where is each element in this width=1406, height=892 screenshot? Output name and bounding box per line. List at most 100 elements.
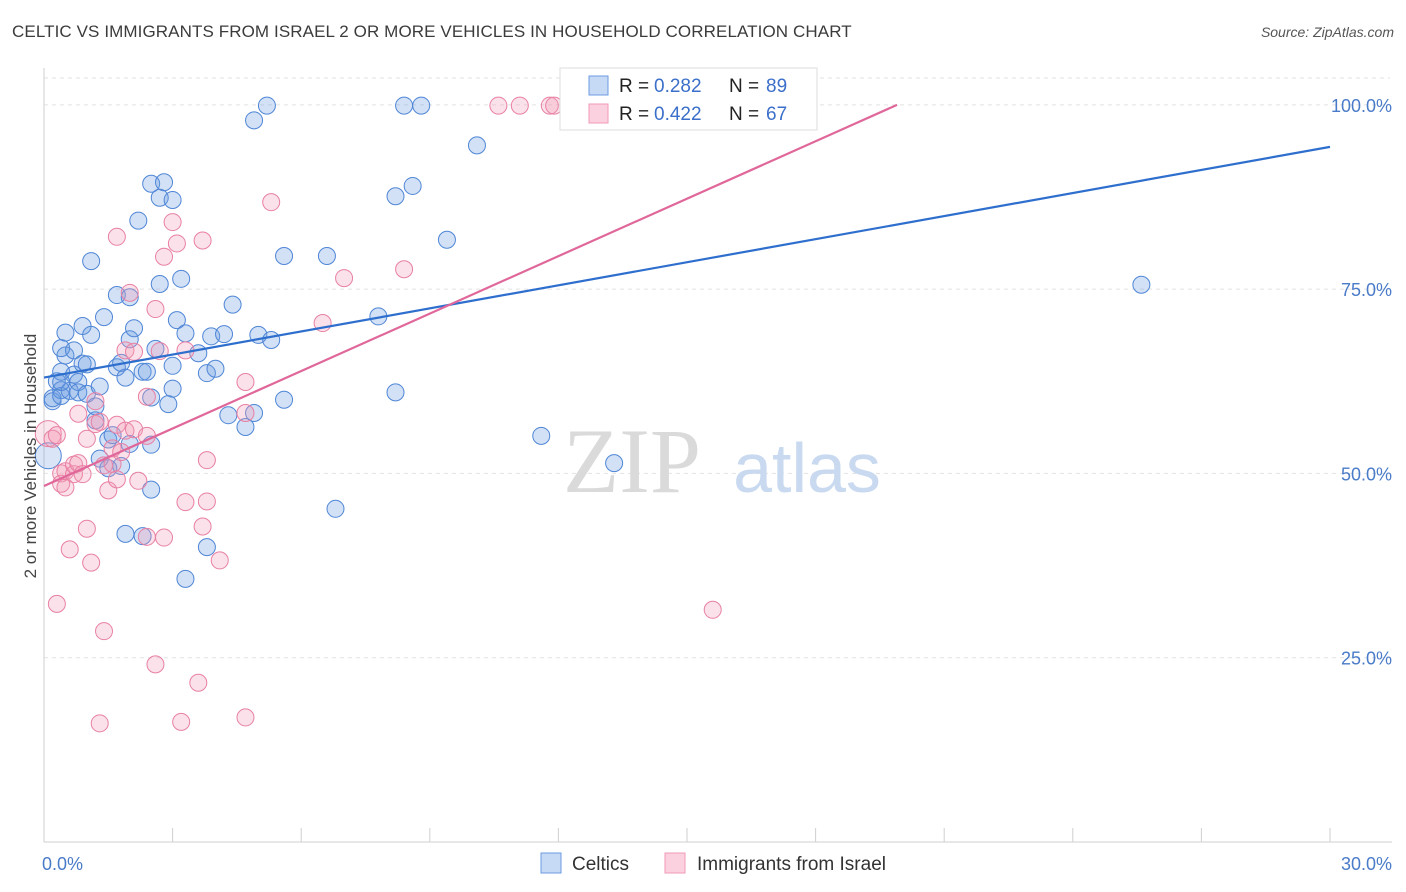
israel-point-38 [137, 387, 156, 406]
stats-swatch-israel [588, 103, 609, 124]
celtics-point-87 [1132, 275, 1151, 294]
israel-point-50 [193, 231, 212, 250]
israel-point-3 [47, 594, 66, 613]
israel-point-64 [540, 96, 559, 115]
stats-swatch-celtics [588, 75, 609, 96]
watermark-atlas: atlas [733, 429, 881, 507]
israel-point-49 [189, 673, 208, 692]
legend-swatch-celtics[interactable] [540, 852, 562, 874]
legend: Celtics Immigrants from Israel [540, 852, 886, 875]
celtics-point-71 [257, 96, 276, 115]
celtics-point-60 [197, 538, 216, 557]
y-tick-label-3: 100.0% [1331, 96, 1392, 116]
celtics-point-38 [125, 319, 144, 338]
celtics-point-81 [403, 176, 422, 195]
celtics-point-55 [167, 311, 186, 330]
celtics-point-52 [163, 379, 182, 398]
celtics-point-45 [142, 480, 161, 499]
celtics-point-79 [386, 187, 405, 206]
source-label: Source: ZipAtlas.com [1260, 24, 1394, 40]
celtics-point-58 [176, 569, 195, 588]
israel-point-21 [95, 622, 114, 641]
legend-swatch-israel[interactable] [664, 852, 686, 874]
israel-point-54 [210, 551, 229, 570]
celtics-point-65 [219, 406, 238, 425]
celtics-point-56 [172, 269, 191, 288]
celtics-point-75 [317, 246, 336, 265]
israel-point-57 [236, 708, 255, 727]
celtics-point-66 [223, 295, 242, 314]
israel-point-62 [489, 96, 508, 115]
celtics-point-50 [155, 173, 174, 192]
legend-label-israel[interactable]: Immigrants from Israel [697, 854, 886, 875]
israel-point-6 [56, 478, 75, 497]
celtics-point-78 [386, 383, 405, 402]
israel-point-51 [193, 517, 212, 536]
stats-n-value-celtics: 89 [766, 76, 787, 97]
celtics-point-80 [395, 96, 414, 115]
israel-point-55 [236, 403, 255, 422]
israel-point-61 [395, 260, 414, 279]
israel-trend-line [43, 103, 898, 487]
celtics-point-85 [532, 426, 551, 445]
israel-point-40 [146, 655, 165, 674]
data-points [34, 96, 1151, 733]
celtics-point-72 [262, 331, 281, 350]
celtics-point-7 [52, 387, 71, 406]
stats-n-label-israel: N = [729, 104, 759, 125]
tick-labels: 25.0% 50.0% 75.0% 100.0% 0.0% 30.0% [42, 96, 1392, 874]
israel-point-46 [172, 712, 191, 731]
celtics-point-51 [159, 395, 178, 414]
celtics-point-73 [275, 390, 294, 409]
stats-r-label-celtics: R = [619, 76, 649, 97]
celtics-trend-line [43, 145, 1331, 379]
trend-lines [43, 103, 1331, 487]
stats-n-value-israel: 67 [766, 104, 787, 125]
israel-point-63 [510, 96, 529, 115]
israel-point-44 [163, 213, 182, 232]
x-tick-label-0: 0.0% [42, 854, 83, 874]
israel-point-66 [703, 600, 722, 619]
israel-point-53 [197, 451, 216, 470]
x-tick-label-1: 30.0% [1341, 854, 1392, 874]
israel-point-26 [107, 470, 126, 489]
celtics-point-67 [236, 417, 255, 436]
israel-point-32 [120, 283, 139, 302]
celtics-point-63 [206, 359, 225, 378]
celtics-point-57 [176, 324, 195, 343]
israel-point-19 [90, 412, 109, 431]
stats-r-label-israel: R = [619, 104, 649, 125]
israel-point-39 [146, 300, 165, 319]
celtics-point-69 [245, 111, 264, 130]
legend-label-celtics[interactable]: Celtics [572, 854, 629, 875]
celtics-point-64 [215, 325, 234, 344]
watermark-zip: ZIP [563, 410, 701, 512]
israel-point-27 [107, 227, 126, 246]
y-tick-label-0: 25.0% [1341, 649, 1392, 669]
celtics-point-0 [34, 442, 62, 470]
israel-point-14 [77, 519, 96, 538]
celtics-point-9 [56, 323, 75, 342]
celtics-point-53 [163, 356, 182, 375]
celtics-point-39 [129, 211, 148, 230]
israel-point-52 [197, 492, 216, 511]
israel-point-58 [262, 193, 281, 212]
israel-point-11 [69, 404, 88, 423]
y-tick-label-1: 50.0% [1341, 464, 1392, 484]
celtics-point-74 [275, 246, 294, 265]
celtics-point-83 [437, 230, 456, 249]
celtics-point-48 [150, 274, 169, 293]
celtics-point-11 [65, 341, 84, 360]
israel-point-35 [129, 471, 148, 490]
stats-r-value-celtics: 0.282 [654, 76, 702, 97]
israel-point-42 [155, 247, 174, 266]
stats-r-value-israel: 0.422 [654, 104, 702, 125]
israel-point-48 [176, 493, 195, 512]
celtics-point-82 [412, 96, 431, 115]
axes [43, 68, 1392, 843]
chart-title: CELTIC VS IMMIGRANTS FROM ISRAEL 2 OR MO… [12, 22, 852, 41]
israel-point-8 [60, 540, 79, 559]
celtics-point-25 [95, 308, 114, 327]
celtics-point-54 [163, 190, 182, 209]
